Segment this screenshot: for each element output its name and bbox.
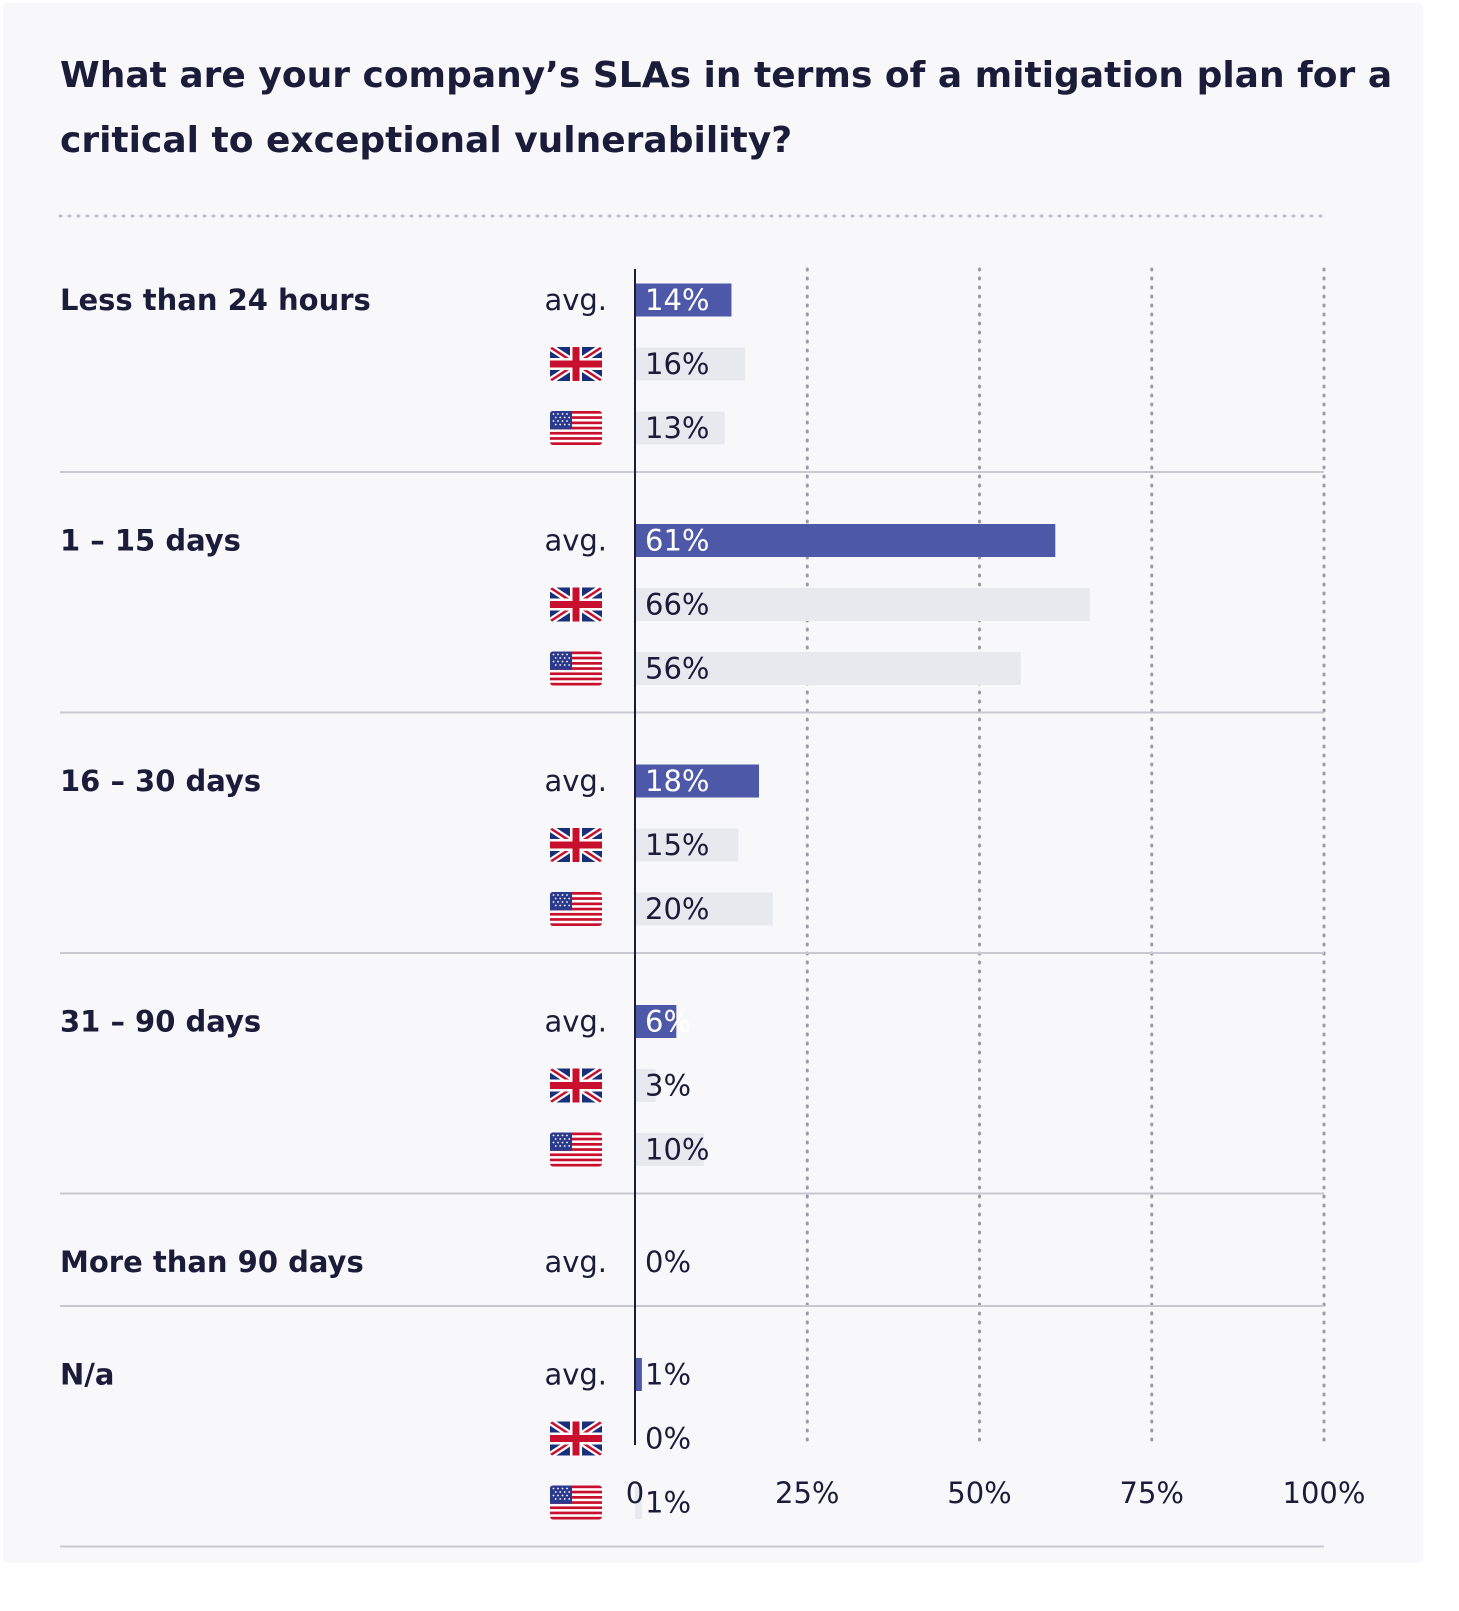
bar-avg [635, 1005, 677, 1038]
bar-row-uk: 15% [550, 828, 739, 862]
bar-us [635, 1133, 704, 1166]
value-label-us: 56% [645, 652, 709, 686]
value-label-us: 20% [645, 892, 709, 926]
category-group-less-than-24-hours: Less than 24 hours avg. 14% 16% 13% [60, 283, 1324, 473]
bar-row-avg: avg. 14% [544, 283, 732, 317]
us-flag-icon [550, 1486, 602, 1520]
category-label: More than 90 days [60, 1245, 364, 1279]
bar-us [635, 652, 1021, 685]
uk-flag-icon [550, 1069, 602, 1103]
bar-row-us: 56% [550, 651, 1021, 686]
avg-row-label: avg. [544, 283, 607, 317]
category-group-31-90-days: 31 – 90 days avg. 6% 3% 10% [60, 1005, 1324, 1195]
bar-us [635, 411, 725, 445]
value-label-avg: 14% [645, 283, 709, 317]
uk-flag-icon [550, 347, 602, 381]
value-label-uk: 15% [645, 828, 709, 862]
value-label-uk: 16% [645, 347, 709, 381]
category-label: 31 – 90 days [60, 1005, 261, 1039]
category-group-n-a: N/a avg. 1% 0% 1% [60, 1358, 1324, 1548]
category-label: 1 – 15 days [60, 524, 241, 558]
avg-row-label: avg. [544, 764, 607, 798]
bar-uk [635, 1069, 656, 1102]
bar-avg [635, 524, 1056, 557]
avg-row-label: avg. [544, 1358, 607, 1392]
bar-avg [635, 764, 760, 798]
uk-flag-icon [550, 1422, 602, 1456]
value-label-uk: 66% [645, 588, 709, 622]
value-label-us: 13% [645, 411, 709, 445]
bar-chart: What are your company’s SLAs in terms of… [58, 55, 1392, 1548]
category-group-1-15-days: 1 – 15 days avg. 61% 66% 56% [60, 524, 1324, 714]
x-tick-label-25: 25% [775, 1476, 839, 1510]
bar-row-avg: avg. 6% [544, 1005, 691, 1039]
chart-title-line-2: critical to exceptional vulnerability? [60, 120, 792, 161]
bar-row-avg: avg. 0% [544, 1245, 691, 1279]
bar-row-us: 13% [550, 411, 725, 445]
bar-row-avg: avg. 18% [544, 764, 760, 798]
value-label-uk: 3% [645, 1069, 691, 1103]
bar-avg [635, 283, 732, 317]
bar-uk [635, 588, 1090, 621]
plot-area: Less than 24 hours avg. 14% 16% 13% 1 – 15 da… [60, 267, 1366, 1548]
us-flag-icon [550, 892, 602, 926]
bar-uk [635, 828, 739, 862]
category-label: Less than 24 hours [60, 283, 371, 317]
us-flag-icon [550, 652, 602, 686]
x-tick-label-0: 0 [626, 1476, 644, 1510]
avg-row-label: avg. [544, 524, 607, 558]
value-label-uk: 0% [645, 1422, 691, 1456]
bar-us [635, 892, 773, 926]
bar-row-us: 10% [550, 1132, 709, 1167]
value-label-avg: 61% [645, 524, 709, 558]
x-tick-label-50: 50% [947, 1476, 1011, 1510]
uk-flag-icon [550, 588, 602, 622]
bar-row-us: 20% [550, 892, 773, 926]
bar-row-avg: avg. 1% [544, 1358, 691, 1392]
us-flag-icon [550, 1133, 602, 1167]
value-label-us: 10% [645, 1133, 709, 1167]
value-label-avg: 0% [645, 1245, 691, 1279]
uk-flag-icon [550, 828, 602, 862]
value-label-avg: 1% [645, 1358, 691, 1392]
avg-row-label: avg. [544, 1245, 607, 1279]
chart-title-line-1: What are your company’s SLAs in terms of… [60, 55, 1392, 96]
bar-uk [635, 347, 746, 381]
value-label-us: 1% [645, 1486, 691, 1520]
bar-row-uk: 66% [550, 588, 1090, 622]
us-flag-icon [550, 411, 602, 445]
category-label: N/a [60, 1358, 114, 1392]
bar-row-uk: 0% [550, 1422, 691, 1456]
category-group-more-than-90-days: More than 90 days avg. 0% [60, 1245, 1324, 1307]
avg-row-label: avg. [544, 1005, 607, 1039]
bar-row-uk: 16% [550, 347, 746, 381]
bar-avg [635, 1358, 642, 1391]
value-label-avg: 18% [645, 764, 709, 798]
value-label-avg: 6% [645, 1005, 691, 1039]
category-group-16-30-days: 16 – 30 days avg. 18% 15% 20% [60, 764, 1324, 954]
bar-row-us: 1% [550, 1485, 691, 1520]
bar-us [635, 1486, 642, 1519]
bar-row-uk: 3% [550, 1069, 691, 1103]
category-label: 16 – 30 days [60, 764, 261, 798]
x-tick-label-75: 75% [1120, 1476, 1184, 1510]
x-tick-label-100: 100% [1283, 1476, 1366, 1510]
bar-row-avg: avg. 61% [544, 524, 1056, 558]
chart-card: What are your company’s SLAs in terms of… [3, 3, 1423, 1563]
